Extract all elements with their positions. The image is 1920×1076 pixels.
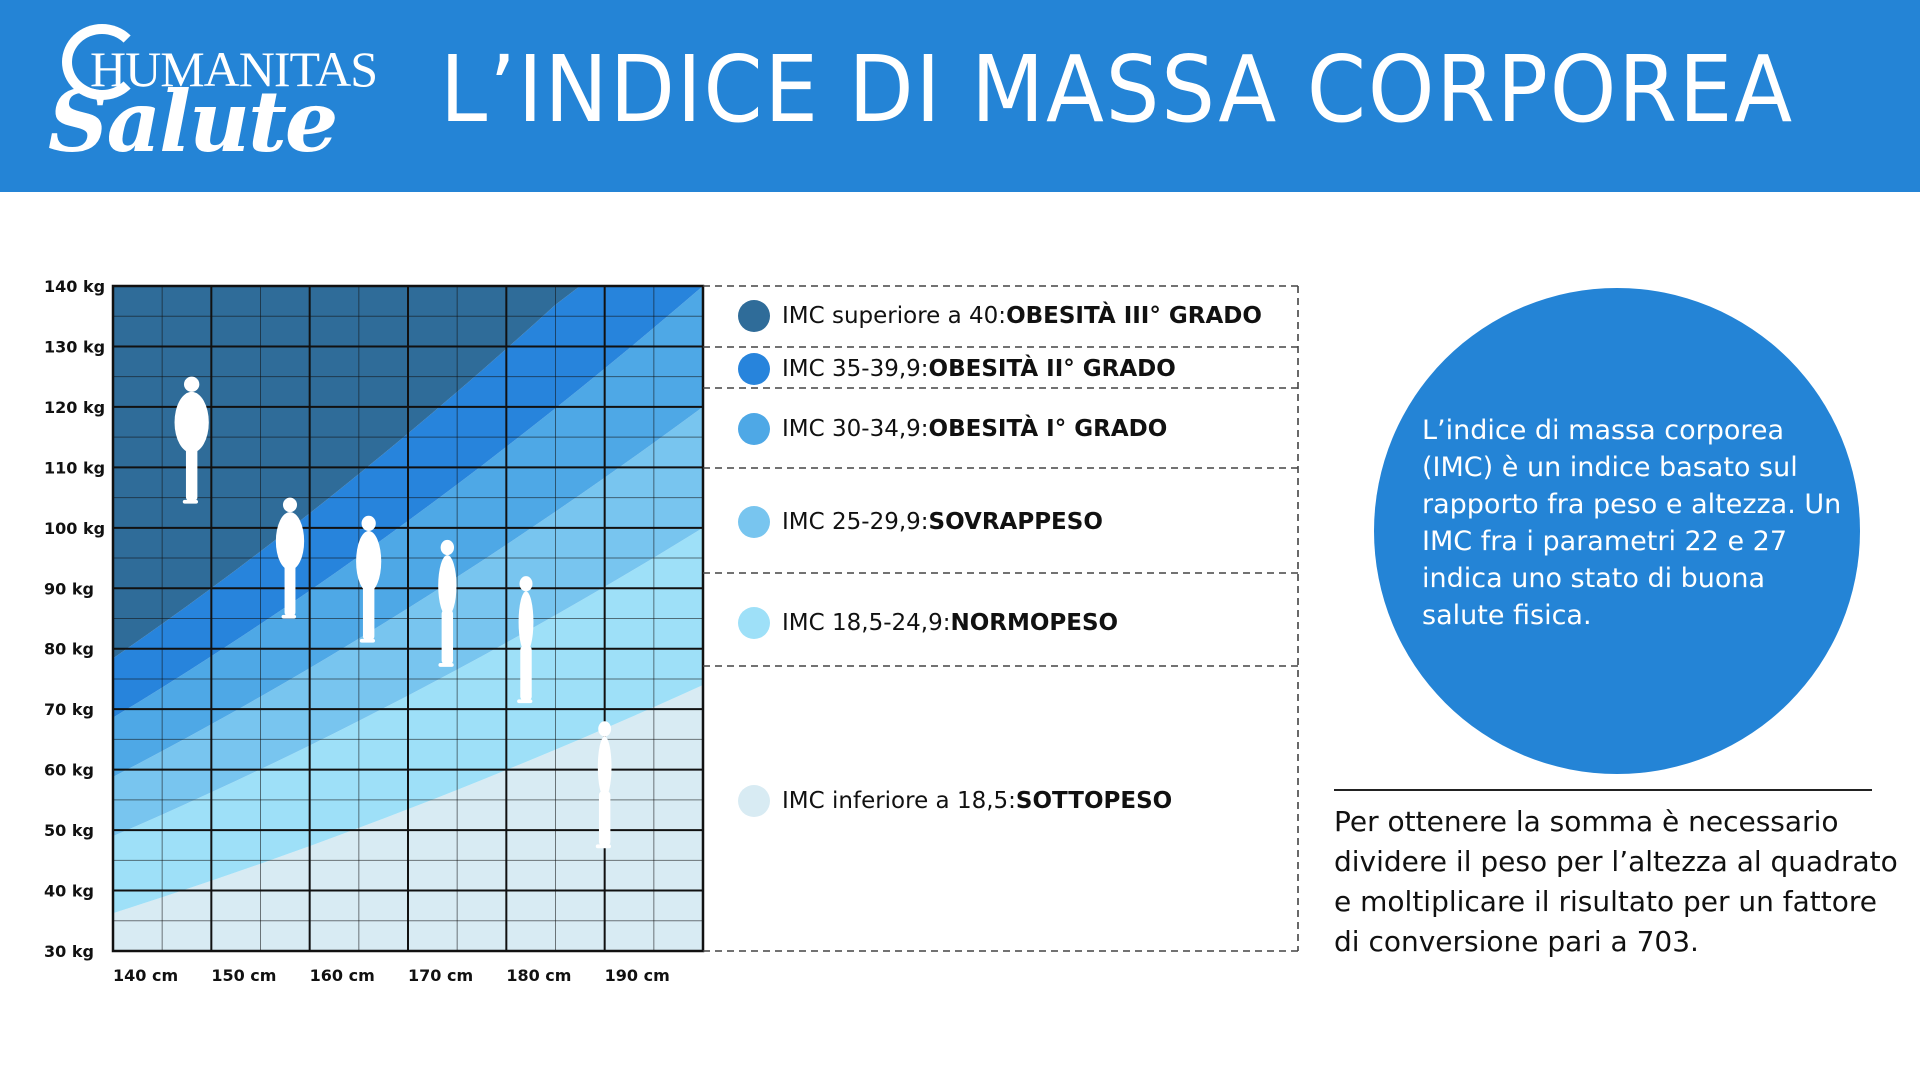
person-torso	[438, 555, 457, 617]
legend-range: IMC 35-39,9:	[782, 356, 929, 382]
legend-swatch	[738, 607, 770, 639]
x-tick-label: 170 cm	[408, 966, 473, 985]
x-tick-label: 150 cm	[211, 966, 276, 985]
y-tick-label: 60 kg	[44, 761, 94, 780]
y-tick-label: 120 kg	[44, 398, 105, 417]
header-banner: HUMANITAS Salute L’INDICE DI MASSA CORPO…	[0, 0, 1920, 192]
humanitas-salute-logo[interactable]: HUMANITAS Salute	[48, 18, 388, 168]
logo-line1: HUMANITAS	[90, 41, 378, 97]
person-legs	[441, 609, 454, 665]
legend-category: SOTTOPESO	[1015, 788, 1173, 814]
legend-swatch	[738, 353, 770, 385]
person-legs	[520, 646, 532, 701]
legend-range: IMC inferiore a 18,5:	[782, 788, 1016, 814]
person-head	[183, 376, 200, 392]
person-feet	[438, 663, 454, 667]
legend-category: NORMOPESO	[950, 610, 1119, 636]
person-legs	[598, 791, 611, 846]
person-head	[282, 497, 298, 513]
y-tick-label: 140 kg	[44, 277, 105, 296]
person-legs	[284, 564, 296, 617]
legend-swatch	[738, 413, 770, 445]
legend-item: IMC 35-39,9: OBESITÀ II° GRADO	[738, 353, 1176, 385]
person-torso	[597, 736, 612, 798]
person-legs	[362, 585, 375, 641]
legend-swatch	[738, 785, 770, 817]
bmi-chart: 140 kg 130 kg 120 kg 110 kg 100 kg 90 kg 80 kg…	[44, 277, 1299, 985]
person-silhouette	[517, 576, 534, 704]
person-feet	[182, 499, 199, 504]
person-torso	[356, 530, 382, 592]
legend-item: IMC 25-29,9: SOVRAPPESO	[738, 506, 1103, 538]
y-tick-label: 110 kg	[44, 458, 105, 477]
person-feet	[281, 614, 297, 619]
page-title: L’INDICE DI MASSA CORPOREA	[440, 36, 1794, 143]
legend-item: IMC 18,5-24,9: NORMOPESO	[738, 607, 1119, 639]
person-silhouette	[595, 721, 612, 849]
y-tick-label: 50 kg	[44, 821, 94, 840]
y-tick-label: 30 kg	[44, 942, 94, 961]
legend-range: IMC 18,5-24,9:	[782, 610, 951, 636]
person-silhouette	[275, 497, 305, 619]
info-circle	[1374, 288, 1860, 774]
plot-border	[111, 284, 705, 953]
person-head	[598, 721, 612, 737]
x-tick-label: 140 cm	[113, 966, 178, 985]
x-tick-label: 180 cm	[506, 966, 571, 985]
legend-item: IMC superiore a 40: OBESITÀ III° GRADO	[738, 300, 1262, 332]
legend-swatch	[738, 506, 770, 538]
divider	[1334, 789, 1872, 791]
y-tick-label: 80 kg	[44, 640, 94, 659]
legend-range: IMC 30-34,9:	[782, 416, 929, 442]
y-tick-label: 100 kg	[44, 519, 105, 538]
legend-category: OBESITÀ II° GRADO	[928, 356, 1176, 382]
person-head	[519, 576, 533, 592]
legend-swatch	[738, 300, 770, 332]
y-tick-label: 90 kg	[44, 579, 94, 598]
logo-line2: Salute	[48, 72, 338, 171]
x-tick-label: 160 cm	[310, 966, 375, 985]
person-legs	[185, 446, 198, 502]
info-circle-text: L’indice di massa corporea (IMC) è un in…	[1422, 415, 1842, 631]
y-tick-label: 40 kg	[44, 882, 94, 901]
legend-category: OBESITÀ III° GRADO	[1006, 303, 1262, 329]
legend-item: IMC inferiore a 18,5: SOTTOPESO	[738, 785, 1173, 817]
person-feet	[517, 699, 533, 704]
person-torso	[518, 591, 534, 653]
y-tick-label: 70 kg	[44, 700, 94, 719]
person-torso	[275, 512, 305, 571]
person-head	[440, 539, 455, 556]
person-feet	[595, 844, 612, 849]
person-silhouette	[174, 376, 209, 504]
person-silhouette	[438, 539, 457, 667]
logo-swirl	[62, 24, 142, 100]
formula-note: Per ottenere la somma è necessario divid…	[1334, 805, 1898, 958]
y-tick-label: 130 kg	[44, 337, 105, 356]
person-feet	[359, 638, 376, 643]
x-tick-label: 190 cm	[605, 966, 670, 985]
person-silhouette	[356, 515, 382, 643]
person-head	[361, 515, 376, 531]
legend-item: IMC 30-34,9: OBESITÀ I° GRADO	[738, 413, 1168, 445]
legend-category: OBESITÀ I° GRADO	[928, 416, 1168, 442]
legend-category: SOVRAPPESO	[928, 509, 1103, 535]
legend-range: IMC 25-29,9:	[782, 509, 929, 535]
legend-range: IMC superiore a 40:	[782, 303, 1007, 329]
person-torso	[174, 391, 209, 453]
